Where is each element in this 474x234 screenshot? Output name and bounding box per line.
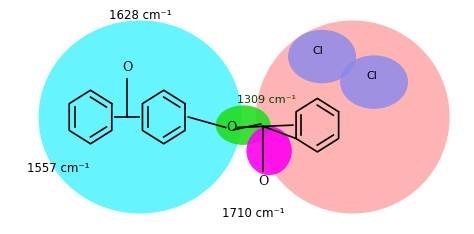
Text: O: O xyxy=(258,175,268,188)
Ellipse shape xyxy=(340,55,408,109)
Text: 1309 cm⁻¹: 1309 cm⁻¹ xyxy=(237,95,296,105)
Text: Cl: Cl xyxy=(366,71,377,81)
Text: O: O xyxy=(122,61,132,74)
Text: 1628 cm⁻¹: 1628 cm⁻¹ xyxy=(109,9,172,22)
Text: O: O xyxy=(226,121,237,134)
Ellipse shape xyxy=(216,105,271,145)
Ellipse shape xyxy=(288,30,356,83)
Text: Cl: Cl xyxy=(313,46,324,56)
Ellipse shape xyxy=(246,126,292,175)
Text: 1710 cm⁻¹: 1710 cm⁻¹ xyxy=(222,207,285,220)
Text: 1557 cm⁻¹: 1557 cm⁻¹ xyxy=(27,162,89,175)
Ellipse shape xyxy=(38,20,242,214)
Ellipse shape xyxy=(256,20,450,214)
